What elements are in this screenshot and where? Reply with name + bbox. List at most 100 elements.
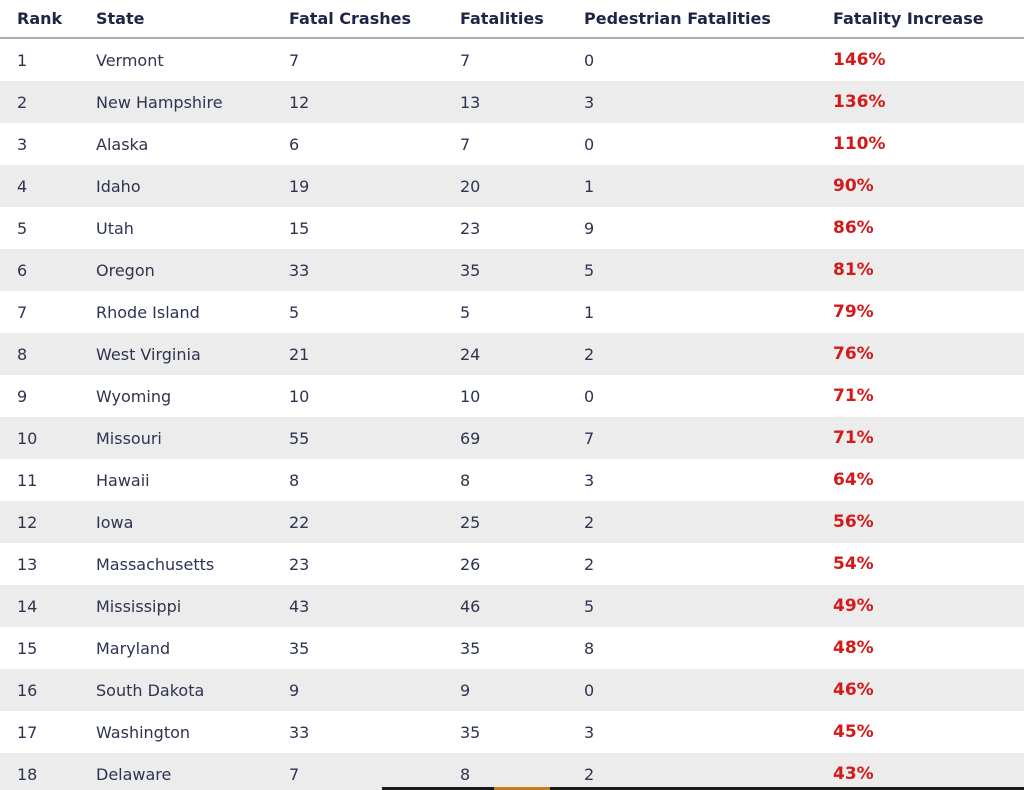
rank-cell: 12 — [0, 501, 96, 543]
rank-cell: 4 — [0, 165, 96, 207]
fatalities-cell: 69 — [460, 417, 584, 459]
table-row: 16 South Dakota 9 9 0 46% — [0, 669, 1024, 711]
pedestrian-fatalities-cell: 2 — [584, 554, 595, 574]
state-cell: Massachusetts — [96, 554, 215, 574]
header-rank[interactable]: Rank — [0, 0, 96, 39]
fatalities-cell: 46 — [460, 585, 584, 627]
fatality-increase-cell: 71% — [833, 417, 1024, 459]
pedestrian-fatalities-cell: 1 — [584, 302, 595, 322]
fatal-crashes-cell: 7 — [289, 753, 460, 790]
table-row: 14 Mississippi 43 46 5 49% — [0, 585, 1024, 627]
fatalities-cell: 23 — [460, 218, 481, 238]
fatalities-cell: 8 — [460, 470, 471, 490]
header-state[interactable]: State — [96, 0, 289, 39]
pedestrian-fatalities-cell: 2 — [584, 753, 833, 790]
fatal-crashes-cell: 55 — [289, 417, 460, 459]
fatalities-cell: 35 — [460, 249, 584, 291]
pedestrian-fatalities-cell: 9 — [584, 218, 595, 238]
bottom-scroll-bar — [382, 787, 1024, 790]
fatalities-cell: 26 — [460, 554, 481, 574]
fatal-crashes-cell: 23 — [289, 554, 310, 574]
fatal-crashes-cell: 12 — [289, 81, 460, 123]
table-header: Rank State Fatal Crashes Fatalities Pede… — [0, 0, 1024, 39]
state-cell: Missouri — [96, 417, 289, 459]
table-row: 7 Rhode Island 5 5 1 79% — [0, 291, 1024, 333]
header-fatality-increase[interactable]: Fatality Increase — [833, 0, 1024, 39]
state-cell: Washington — [96, 722, 191, 742]
table-row: 18 Delaware 7 8 2 43% — [0, 753, 1024, 790]
pedestrian-fatalities-cell: 2 — [584, 501, 833, 543]
table-row: 3 Alaska 6 7 0 110% — [0, 123, 1024, 165]
pedestrian-fatalities-cell: 0 — [584, 50, 595, 70]
rank-cell: 14 — [0, 585, 96, 627]
fatalities-cell: 7 — [460, 50, 471, 70]
state-cell: Delaware — [96, 753, 289, 790]
state-cell: Hawaii — [96, 470, 150, 490]
fatalities-cell: 5 — [460, 302, 471, 322]
table-row: 2 New Hampshire 12 13 3 136% — [0, 81, 1024, 123]
fatal-crashes-cell: 43 — [289, 585, 460, 627]
state-cell: Alaska — [96, 134, 149, 154]
header-fatalities[interactable]: Fatalities — [460, 0, 584, 39]
pedestrian-fatalities-cell: 3 — [584, 81, 833, 123]
state-cell: Idaho — [96, 165, 289, 207]
fatalities-cell: 24 — [460, 333, 584, 375]
pedestrian-fatalities-cell: 0 — [584, 134, 595, 154]
rank-cell: 11 — [17, 470, 38, 490]
rank-cell: 10 — [0, 417, 96, 459]
header-fatal-crashes[interactable]: Fatal Crashes — [289, 0, 460, 39]
pedestrian-fatalities-cell: 7 — [584, 417, 833, 459]
fatality-increase-cell: 49% — [833, 585, 1024, 627]
state-cell: Maryland — [96, 638, 171, 658]
rank-cell: 3 — [17, 134, 28, 154]
fatal-crashes-cell: 10 — [289, 386, 310, 406]
state-cell: New Hampshire — [96, 81, 289, 123]
rank-cell: 16 — [0, 669, 96, 711]
table-row: 15 Maryland 35 35 8 48% — [0, 627, 1024, 669]
state-cell: Utah — [96, 218, 134, 238]
pedestrian-fatalities-cell: 5 — [584, 249, 833, 291]
bottom-scroll-accent — [494, 787, 550, 790]
rank-cell: 13 — [17, 554, 38, 574]
fatalities-cell: 35 — [460, 722, 481, 742]
fatalities-cell: 13 — [460, 81, 584, 123]
state-cell: Iowa — [96, 501, 289, 543]
fatal-crashes-cell: 33 — [289, 722, 310, 742]
fatality-increase-cell: 79% — [833, 302, 874, 322]
pedestrian-fatalities-cell: 3 — [584, 722, 595, 742]
fatal-crashes-cell: 15 — [289, 218, 310, 238]
fatalities-cell: 9 — [460, 669, 584, 711]
fatality-increase-cell: 81% — [833, 249, 1024, 291]
fatal-crashes-cell: 35 — [289, 638, 310, 658]
header-pedestrian-fatalities[interactable]: Pedestrian Fatalities — [584, 0, 833, 39]
rank-cell: 7 — [17, 302, 28, 322]
fatality-increase-cell: 136% — [833, 81, 1024, 123]
table-row: 8 West Virginia 21 24 2 76% — [0, 333, 1024, 375]
fatalities-cell: 25 — [460, 501, 584, 543]
rank-cell: 2 — [0, 81, 96, 123]
fatality-increase-cell: 43% — [833, 753, 1024, 790]
fatal-crashes-cell: 22 — [289, 501, 460, 543]
fatal-crashes-cell: 6 — [289, 134, 300, 154]
fatality-increase-cell: 71% — [833, 386, 874, 406]
table-row: 11 Hawaii 8 8 3 64% — [0, 459, 1024, 501]
table-row: 9 Wyoming 10 10 0 71% — [0, 375, 1024, 417]
rank-cell: 15 — [17, 638, 38, 658]
rank-cell: 6 — [0, 249, 96, 291]
fatality-increase-cell: 64% — [833, 470, 874, 490]
fatality-increase-cell: 45% — [833, 722, 874, 742]
fatality-increase-cell: 90% — [833, 165, 1024, 207]
rank-cell: 8 — [0, 333, 96, 375]
fatal-crashes-cell: 7 — [289, 50, 300, 70]
fatal-crashes-cell: 33 — [289, 249, 460, 291]
header-row: Rank State Fatal Crashes Fatalities Pede… — [0, 0, 1024, 39]
pedestrian-fatalities-cell: 8 — [584, 638, 595, 658]
table-row: 4 Idaho 19 20 1 90% — [0, 165, 1024, 207]
fatal-crashes-cell: 9 — [289, 669, 460, 711]
pedestrian-fatalities-cell: 0 — [584, 386, 595, 406]
table-row: 17 Washington 33 35 3 45% — [0, 711, 1024, 753]
fatalities-cell: 8 — [460, 753, 584, 790]
rank-cell: 17 — [17, 722, 38, 742]
table-body: 1 Vermont 7 7 0 146% 2 New Hampshire 12 13 3 136% 3 A… — [0, 38, 1024, 790]
